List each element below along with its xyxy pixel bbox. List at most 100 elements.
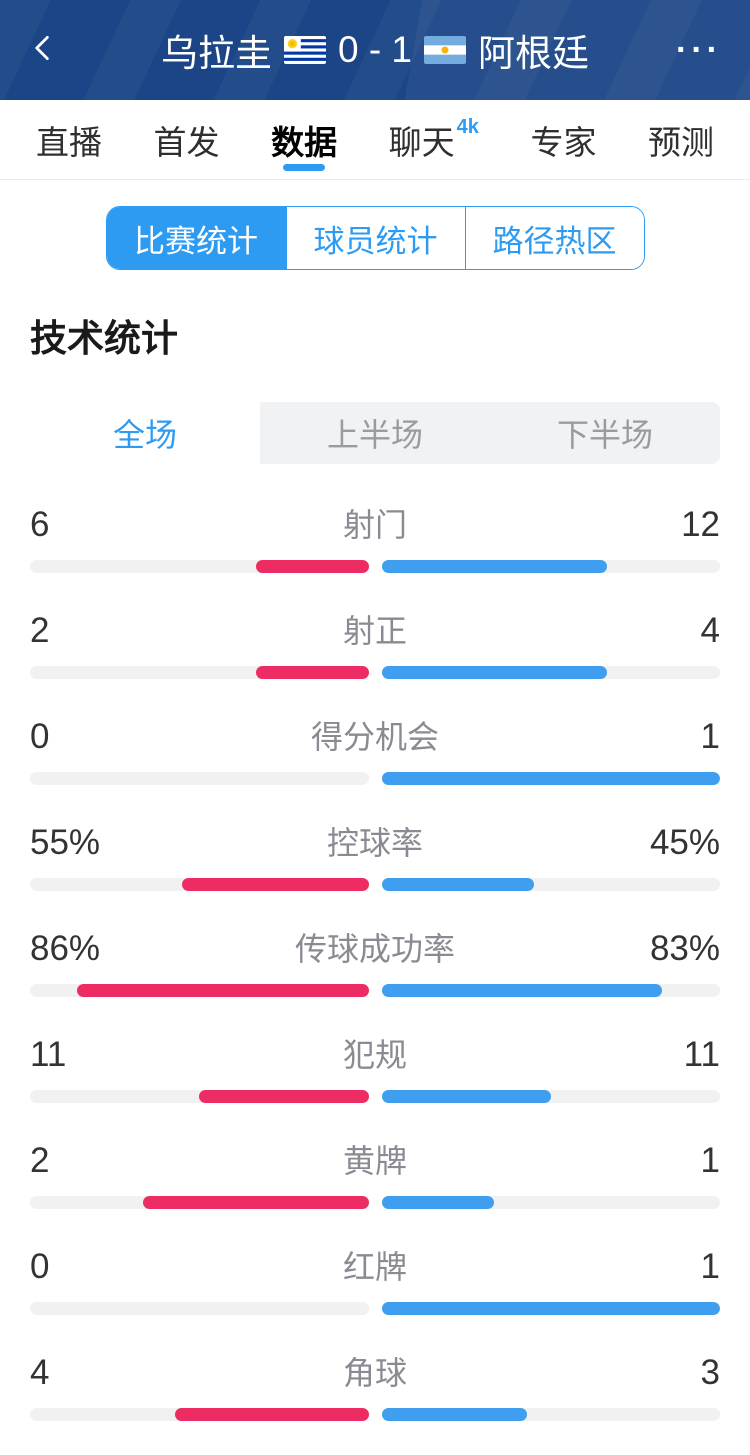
tab-data[interactable]: 数据: [271, 100, 337, 179]
home-bar-track: [30, 560, 369, 573]
home-team-name: 乌拉圭: [160, 33, 272, 74]
stat-label: 得分机会: [310, 719, 439, 755]
stat-bar: [30, 1196, 720, 1209]
stat-text: 11 犯规 11: [30, 1030, 720, 1076]
stat-bar: [30, 878, 720, 891]
tab-label: 首发: [153, 123, 220, 161]
home-bar-track: [30, 878, 369, 891]
away-bar-fill: [381, 772, 720, 785]
subtab-player-stats[interactable]: 球员统计: [285, 207, 465, 269]
stat-bar: [30, 1302, 720, 1315]
period-tab-label: 下半场: [556, 417, 653, 453]
stat-away-value: 11: [683, 1035, 720, 1074]
away-bar-track: [381, 666, 720, 679]
tab-expert[interactable]: 专家: [530, 100, 596, 179]
ellipsis-icon: ···: [676, 30, 722, 69]
home-bar-fill: [255, 560, 369, 573]
away-bar-fill: [381, 1090, 551, 1103]
away-bar-fill: [381, 1302, 720, 1315]
stat-row-big-chances: 0 得分机会 1: [0, 690, 750, 796]
tab-label: 聊天: [388, 123, 455, 161]
stat-row-possession: 55% 控球率 45%: [0, 796, 750, 902]
period-full[interactable]: 全场: [30, 402, 260, 464]
match-header: 乌拉圭 0 - 1 阿根廷 ···: [0, 0, 750, 100]
stat-home-value: 0: [30, 1247, 50, 1286]
stat-home-value: 11: [30, 1035, 67, 1074]
stat-label: 犯规: [342, 1037, 407, 1073]
home-bar-fill: [255, 666, 369, 679]
uruguay-flag: [283, 36, 326, 64]
stat-row-red-cards: 0 红牌 1: [0, 1220, 750, 1326]
subtab-label: 路径热区: [492, 223, 617, 259]
stat-bar: [30, 772, 720, 785]
away-bar-fill: [381, 984, 663, 997]
away-bar-fill: [381, 560, 608, 573]
tab-badge: 4k: [456, 116, 479, 138]
tab-chat[interactable]: 聊天 4k: [389, 100, 479, 179]
stat-text: 2 黄牌 1: [30, 1136, 720, 1182]
tab-lineup[interactable]: 首发: [154, 100, 220, 179]
stat-type-switch: 比赛统计 球员统计 路径热区: [105, 206, 645, 270]
away-bar-track: [381, 1090, 720, 1103]
stat-bar: [30, 666, 720, 679]
stat-label: 控球率: [326, 825, 423, 861]
stat-away-value: 1: [700, 1247, 720, 1286]
stat-away-value: 3: [700, 1353, 720, 1392]
away-bar-fill: [381, 878, 534, 891]
argentina-flag: [424, 36, 467, 64]
away-bar-fill: [381, 1196, 495, 1209]
stat-away-value: 1: [700, 1141, 720, 1180]
stat-label: 传球成功率: [294, 931, 455, 967]
away-bar-track: [381, 1408, 720, 1421]
stat-row-yellow-cards: 2 黄牌 1: [0, 1114, 750, 1220]
stat-text: 4 角球 3: [30, 1348, 720, 1394]
more-button[interactable]: ···: [676, 0, 722, 100]
stat-text: 0 得分机会 1: [30, 712, 720, 758]
tab-predict[interactable]: 预测: [648, 100, 714, 179]
back-button[interactable]: [28, 28, 72, 72]
away-bar-track: [381, 1302, 720, 1315]
home-bar-fill: [77, 984, 369, 997]
home-bar-fill: [175, 1408, 369, 1421]
stat-label: 射门: [342, 507, 407, 543]
tab-label: 数据: [271, 123, 338, 161]
stat-home-value: 6: [30, 505, 50, 544]
stat-text: 6 射门 12: [30, 500, 720, 546]
stat-home-value: 2: [30, 611, 50, 650]
stat-away-value: 1: [700, 717, 720, 756]
score: 0 - 1: [337, 29, 413, 70]
stat-home-value: 4: [30, 1353, 50, 1392]
subtab-match-stats[interactable]: 比赛统计: [106, 207, 286, 269]
away-bar-track: [381, 560, 720, 573]
stat-text: 2 射正 4: [30, 606, 720, 652]
stat-row-shots-on-target: 2 射正 4: [0, 584, 750, 690]
chevron-left-icon: [28, 33, 58, 68]
stat-text: 55% 控球率 45%: [30, 818, 720, 864]
stat-home-value: 86%: [30, 929, 101, 968]
home-bar-fill: [182, 878, 369, 891]
subtab-label: 比赛统计: [134, 223, 258, 259]
home-bar-track: [30, 772, 369, 785]
stat-bar: [30, 984, 720, 997]
away-bar-track: [381, 1196, 720, 1209]
stat-away-value: 45%: [649, 823, 720, 862]
stat-row-corners: 4 角球 3: [0, 1326, 750, 1432]
tab-label: 预测: [647, 123, 714, 161]
stat-row-shots: 6 射门 12: [0, 478, 750, 584]
stat-home-value: 55%: [30, 823, 101, 862]
period-second-half[interactable]: 下半场: [490, 402, 720, 464]
stat-row-pass-accuracy: 86% 传球成功率 83%: [0, 902, 750, 1008]
home-bar-fill: [199, 1090, 369, 1103]
stats-list: 6 射门 12 2 射正 4 0 得分机: [0, 478, 750, 1432]
subtab-heat-zone[interactable]: 路径热区: [464, 207, 644, 269]
period-first-half[interactable]: 上半场: [260, 402, 490, 464]
stat-bar: [30, 560, 720, 573]
tab-live[interactable]: 直播: [36, 100, 102, 179]
section-title: 技术统计: [30, 318, 178, 359]
home-bar-fill: [142, 1196, 369, 1209]
stat-away-value: 12: [681, 505, 720, 544]
stat-label: 射正: [342, 613, 407, 649]
period-switch: 全场 上半场 下半场: [30, 402, 720, 464]
away-bar-track: [381, 878, 720, 891]
away-team-name: 阿根廷: [478, 33, 590, 74]
